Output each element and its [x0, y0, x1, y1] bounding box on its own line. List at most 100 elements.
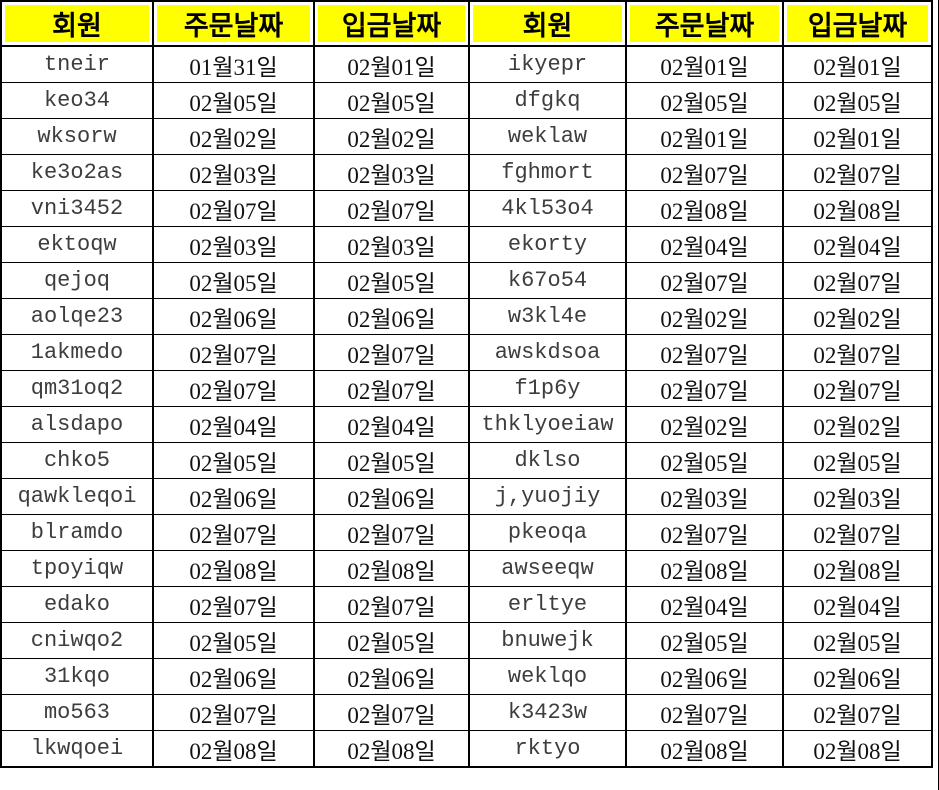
order-date-cell[interactable]: 02월07일 — [152, 190, 315, 227]
deposit-date-cell[interactable]: 02월08일 — [782, 730, 933, 768]
member-cell[interactable]: weklaw — [468, 118, 627, 155]
order-date-cell[interactable]: 02월05일 — [152, 442, 315, 479]
member-cell[interactable]: w3kl4e — [468, 298, 627, 335]
order-date-cell[interactable]: 02월02일 — [625, 298, 784, 335]
order-date-cell[interactable]: 02월07일 — [625, 154, 784, 191]
deposit-date-cell[interactable]: 02월05일 — [313, 622, 470, 659]
member-cell[interactable]: tneir — [0, 45, 154, 83]
member-cell[interactable]: keo34 — [0, 82, 154, 119]
header-order-date[interactable]: 주문날짜 — [152, 0, 315, 47]
deposit-date-cell[interactable]: 02월02일 — [782, 298, 933, 335]
deposit-date-cell[interactable]: 02월07일 — [313, 694, 470, 731]
order-date-cell[interactable]: 01월31일 — [152, 45, 315, 83]
deposit-date-cell[interactable]: 02월07일 — [313, 586, 470, 623]
deposit-date-cell[interactable]: 02월01일 — [782, 118, 933, 155]
deposit-date-cell[interactable]: 02월04일 — [313, 406, 470, 443]
deposit-date-cell[interactable]: 02월05일 — [313, 262, 470, 299]
member-cell[interactable]: dfgkq — [468, 82, 627, 119]
order-date-cell[interactable]: 02월02일 — [625, 406, 784, 443]
member-cell[interactable]: vni3452 — [0, 190, 154, 227]
order-date-cell[interactable]: 02월07일 — [152, 514, 315, 551]
order-date-cell[interactable]: 02월05일 — [625, 442, 784, 479]
deposit-date-cell[interactable]: 02월06일 — [313, 478, 470, 515]
deposit-date-cell[interactable]: 02월05일 — [782, 82, 933, 119]
member-cell[interactable]: qawkleqoi — [0, 478, 154, 515]
deposit-date-cell[interactable]: 02월07일 — [782, 262, 933, 299]
order-date-cell[interactable]: 02월07일 — [625, 334, 784, 371]
member-cell[interactable]: edako — [0, 586, 154, 623]
order-date-cell[interactable]: 02월05일 — [152, 82, 315, 119]
order-date-cell[interactable]: 02월04일 — [625, 226, 784, 263]
deposit-date-cell[interactable]: 02월04일 — [782, 586, 933, 623]
header-member[interactable]: 회원 — [468, 0, 627, 47]
member-cell[interactable]: chko5 — [0, 442, 154, 479]
deposit-date-cell[interactable]: 02월08일 — [782, 190, 933, 227]
member-cell[interactable]: f1p6y — [468, 370, 627, 407]
deposit-date-cell[interactable]: 02월06일 — [313, 298, 470, 335]
header-deposit-date[interactable]: 입금날짜 — [782, 0, 933, 47]
order-date-cell[interactable]: 02월07일 — [152, 334, 315, 371]
member-cell[interactable]: k3423w — [468, 694, 627, 731]
member-cell[interactable]: pkeoqa — [468, 514, 627, 551]
order-date-cell[interactable]: 02월07일 — [152, 694, 315, 731]
order-date-cell[interactable]: 02월08일 — [625, 550, 784, 587]
member-cell[interactable]: thklyoeiaw — [468, 406, 627, 443]
member-cell[interactable]: awseeqw — [468, 550, 627, 587]
deposit-date-cell[interactable]: 02월06일 — [782, 658, 933, 695]
order-date-cell[interactable]: 02월08일 — [625, 730, 784, 768]
order-date-cell[interactable]: 02월01일 — [625, 45, 784, 83]
order-date-cell[interactable]: 02월03일 — [625, 478, 784, 515]
member-cell[interactable]: erltye — [468, 586, 627, 623]
deposit-date-cell[interactable]: 02월07일 — [782, 694, 933, 731]
order-date-cell[interactable]: 02월05일 — [152, 622, 315, 659]
order-date-cell[interactable]: 02월06일 — [152, 298, 315, 335]
deposit-date-cell[interactable]: 02월02일 — [313, 118, 470, 155]
member-cell[interactable]: tpoyiqw — [0, 550, 154, 587]
deposit-date-cell[interactable]: 02월06일 — [313, 658, 470, 695]
deposit-date-cell[interactable]: 02월05일 — [782, 622, 933, 659]
order-date-cell[interactable]: 02월07일 — [625, 514, 784, 551]
member-cell[interactable]: awskdsoa — [468, 334, 627, 371]
deposit-date-cell[interactable]: 02월05일 — [313, 442, 470, 479]
deposit-date-cell[interactable]: 02월08일 — [782, 550, 933, 587]
member-cell[interactable]: wksorw — [0, 118, 154, 155]
deposit-date-cell[interactable]: 02월07일 — [782, 334, 933, 371]
order-date-cell[interactable]: 02월08일 — [152, 550, 315, 587]
order-date-cell[interactable]: 02월04일 — [625, 586, 784, 623]
order-date-cell[interactable]: 02월02일 — [152, 118, 315, 155]
header-order-date[interactable]: 주문날짜 — [625, 0, 784, 47]
deposit-date-cell[interactable]: 02월07일 — [782, 370, 933, 407]
deposit-date-cell[interactable]: 02월07일 — [313, 514, 470, 551]
deposit-date-cell[interactable]: 02월07일 — [782, 154, 933, 191]
member-cell[interactable]: qm31oq2 — [0, 370, 154, 407]
header-member[interactable]: 회원 — [0, 0, 154, 47]
deposit-date-cell[interactable]: 02월03일 — [313, 226, 470, 263]
member-cell[interactable]: cniwqo2 — [0, 622, 154, 659]
deposit-date-cell[interactable]: 02월05일 — [782, 442, 933, 479]
member-cell[interactable]: ektoqw — [0, 226, 154, 263]
member-cell[interactable]: 31kqo — [0, 658, 154, 695]
member-cell[interactable]: ke3o2as — [0, 154, 154, 191]
member-cell[interactable]: ekorty — [468, 226, 627, 263]
deposit-date-cell[interactable]: 02월07일 — [782, 514, 933, 551]
order-date-cell[interactable]: 02월07일 — [625, 262, 784, 299]
order-date-cell[interactable]: 02월05일 — [152, 262, 315, 299]
deposit-date-cell[interactable]: 02월03일 — [782, 478, 933, 515]
member-cell[interactable]: alsdapo — [0, 406, 154, 443]
member-cell[interactable]: qejoq — [0, 262, 154, 299]
member-cell[interactable]: blramdo — [0, 514, 154, 551]
member-cell[interactable]: ikyepr — [468, 45, 627, 83]
deposit-date-cell[interactable]: 02월07일 — [313, 370, 470, 407]
deposit-date-cell[interactable]: 02월05일 — [313, 82, 470, 119]
order-date-cell[interactable]: 02월07일 — [625, 370, 784, 407]
order-date-cell[interactable]: 02월08일 — [625, 190, 784, 227]
order-date-cell[interactable]: 02월01일 — [625, 118, 784, 155]
deposit-date-cell[interactable]: 02월02일 — [782, 406, 933, 443]
member-cell[interactable]: bnuwejk — [468, 622, 627, 659]
member-cell[interactable]: lkwqoei — [0, 730, 154, 768]
deposit-date-cell[interactable]: 02월04일 — [782, 226, 933, 263]
order-date-cell[interactable]: 02월05일 — [625, 622, 784, 659]
member-cell[interactable]: mo563 — [0, 694, 154, 731]
member-cell[interactable]: rktyo — [468, 730, 627, 768]
member-cell[interactable]: k67o54 — [468, 262, 627, 299]
